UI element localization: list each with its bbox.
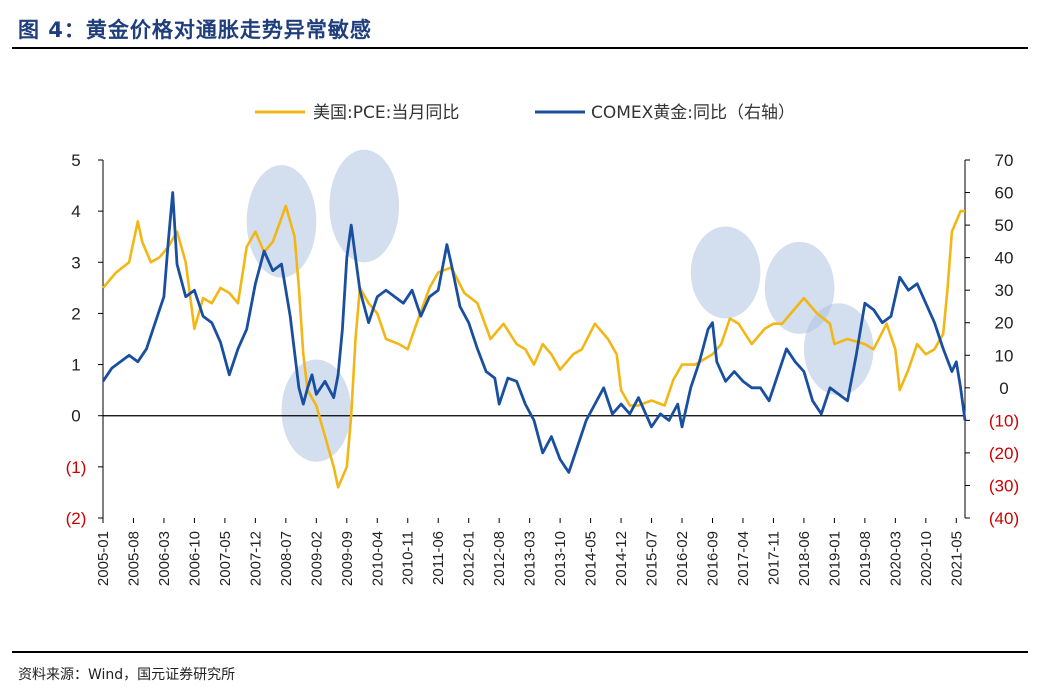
- x-tick-label: 2019-01: [826, 531, 843, 586]
- legend-label-pce: 美国:PCE:当月同比: [313, 103, 459, 123]
- figure-title: 图 4：黄金价格对通胀走势异常敏感: [18, 18, 372, 42]
- source-note: 资料来源：Wind，国元证券研究所: [18, 667, 236, 683]
- x-tick-label: 2017-11: [765, 531, 782, 585]
- highlight-ellipse-3: [329, 149, 400, 263]
- highlight-ellipse-4: [690, 226, 761, 319]
- x-tick-label: 2006-10: [186, 531, 203, 586]
- x-tick-label: 2009-02: [308, 531, 325, 586]
- left-tick-label: (2): [66, 509, 87, 528]
- legend-label-gold: COMEX黄金:同比（右轴）: [591, 103, 795, 123]
- right-tick-label: 50: [995, 216, 1014, 235]
- x-tick-label: 2007-05: [217, 531, 234, 586]
- left-tick-label: 4: [71, 202, 80, 221]
- x-tick-label: 2007-12: [247, 531, 264, 586]
- left-tick-label: 5: [71, 151, 80, 170]
- right-tick-label: (40): [989, 509, 1019, 528]
- left-tick-label: 3: [71, 253, 80, 272]
- x-tick-label: 2018-06: [796, 531, 813, 586]
- right-tick-label: 70: [995, 151, 1014, 170]
- top-rule: [12, 47, 1028, 49]
- x-tick-label: 2016-09: [705, 531, 722, 586]
- x-tick-label: 2015-07: [644, 531, 661, 586]
- x-tick-label: 2020-10: [918, 531, 935, 586]
- x-tick-label: 2008-07: [278, 531, 295, 586]
- x-tick-label: 2012-01: [461, 531, 478, 586]
- x-tick-label: 2005-01: [95, 531, 112, 586]
- right-tick-label: (30): [989, 476, 1019, 495]
- highlight-ellipse-6: [803, 303, 874, 396]
- right-tick-label: 30: [995, 281, 1014, 300]
- left-tick-label: 1: [71, 356, 80, 375]
- highlight-ellipse-5: [764, 241, 835, 334]
- series-line-pce: [102, 204, 965, 489]
- right-tick-label: (20): [989, 444, 1019, 463]
- left-tick-label: 0: [71, 407, 80, 426]
- x-tick-label: 2021-05: [948, 531, 965, 586]
- right-tick-label: 10: [995, 346, 1014, 365]
- right-tick-label: 0: [999, 379, 1008, 398]
- x-tick-label: 2013-10: [552, 531, 569, 586]
- bottom-rule: [12, 651, 1028, 653]
- x-tick-label: 2005-08: [126, 531, 143, 586]
- x-tick-label: 2006-03: [156, 531, 173, 586]
- x-tick-label: 2009-09: [339, 531, 356, 586]
- x-tick-label: 2012-08: [491, 531, 508, 586]
- highlight-ellipse-2: [281, 359, 352, 462]
- chart: 543210(1)(2)706050403020100(10)(20)(30)(…: [66, 103, 1020, 586]
- x-tick-label: 2019-08: [857, 531, 874, 586]
- x-tick-label: 2010-11: [400, 531, 417, 585]
- x-tick-label: 2014-12: [613, 531, 630, 586]
- right-tick-label: (10): [989, 411, 1019, 430]
- x-tick-label: 2020-03: [887, 531, 904, 586]
- left-tick-label: (1): [66, 458, 87, 477]
- left-tick-label: 2: [71, 304, 80, 323]
- x-tick-label: 2016-02: [674, 531, 691, 586]
- x-tick-label: 2017-04: [735, 531, 752, 586]
- x-tick-label: 2010-04: [369, 531, 386, 586]
- x-tick-label: 2013-03: [522, 531, 539, 586]
- x-tick-label: 2011-06: [430, 531, 447, 585]
- right-tick-label: 40: [995, 249, 1014, 268]
- right-tick-label: 20: [995, 314, 1014, 333]
- x-tick-label: 2014-05: [583, 531, 600, 586]
- series-line-gold: [101, 191, 967, 474]
- right-tick-label: 60: [995, 184, 1014, 203]
